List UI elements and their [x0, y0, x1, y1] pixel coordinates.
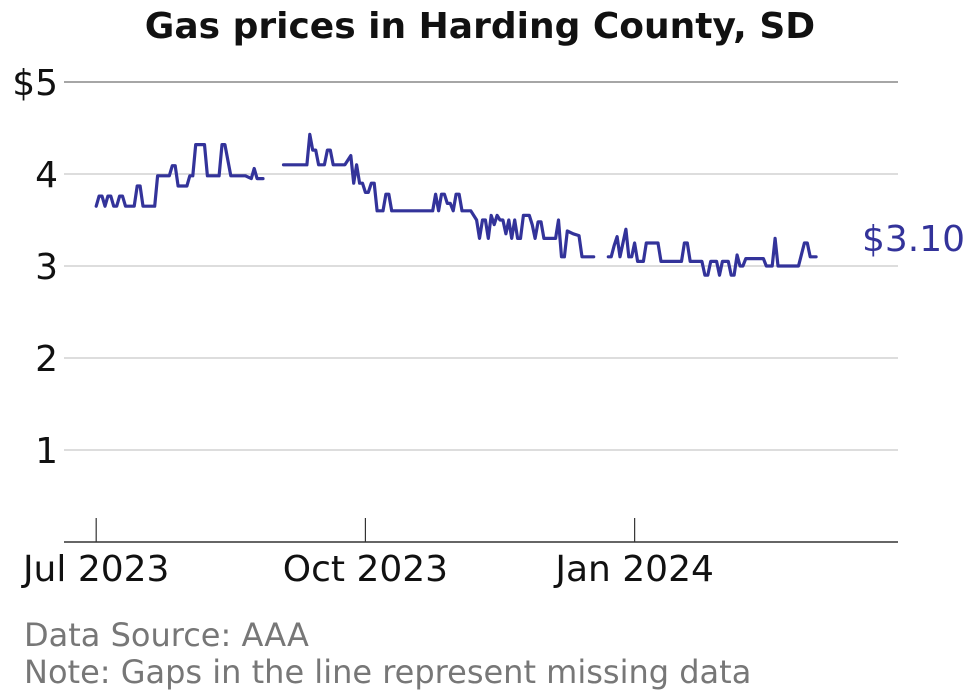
y-axis-ticks: 1 2 3 4 $5 — [12, 63, 58, 472]
y-tick-label: 4 — [35, 155, 58, 196]
x-tick-label: Oct 2023 — [283, 549, 448, 590]
y-tick-label: 2 — [35, 339, 58, 380]
y-tick-label: 1 — [35, 431, 58, 472]
price-line-segment — [281, 132, 596, 259]
price-line-segment — [606, 227, 818, 277]
y-tick-label: $5 — [12, 63, 58, 104]
missing-data-note: Note: Gaps in the line represent missing… — [24, 653, 752, 691]
price-line-segment — [94, 143, 265, 208]
y-tick-label: 3 — [35, 247, 58, 288]
x-tick-label: Jan 2024 — [553, 549, 714, 590]
gridlines — [64, 81, 898, 451]
price-line — [94, 132, 818, 277]
x-tick-label: Jul 2023 — [21, 549, 170, 590]
data-source-note: Data Source: AAA — [24, 616, 309, 654]
latest-price-label: $3.10 — [862, 219, 965, 260]
x-axis-ticks: Jul 2023 Oct 2023 Jan 2024 — [21, 518, 714, 590]
chart-title: Gas prices in Harding County, SD — [145, 6, 815, 47]
